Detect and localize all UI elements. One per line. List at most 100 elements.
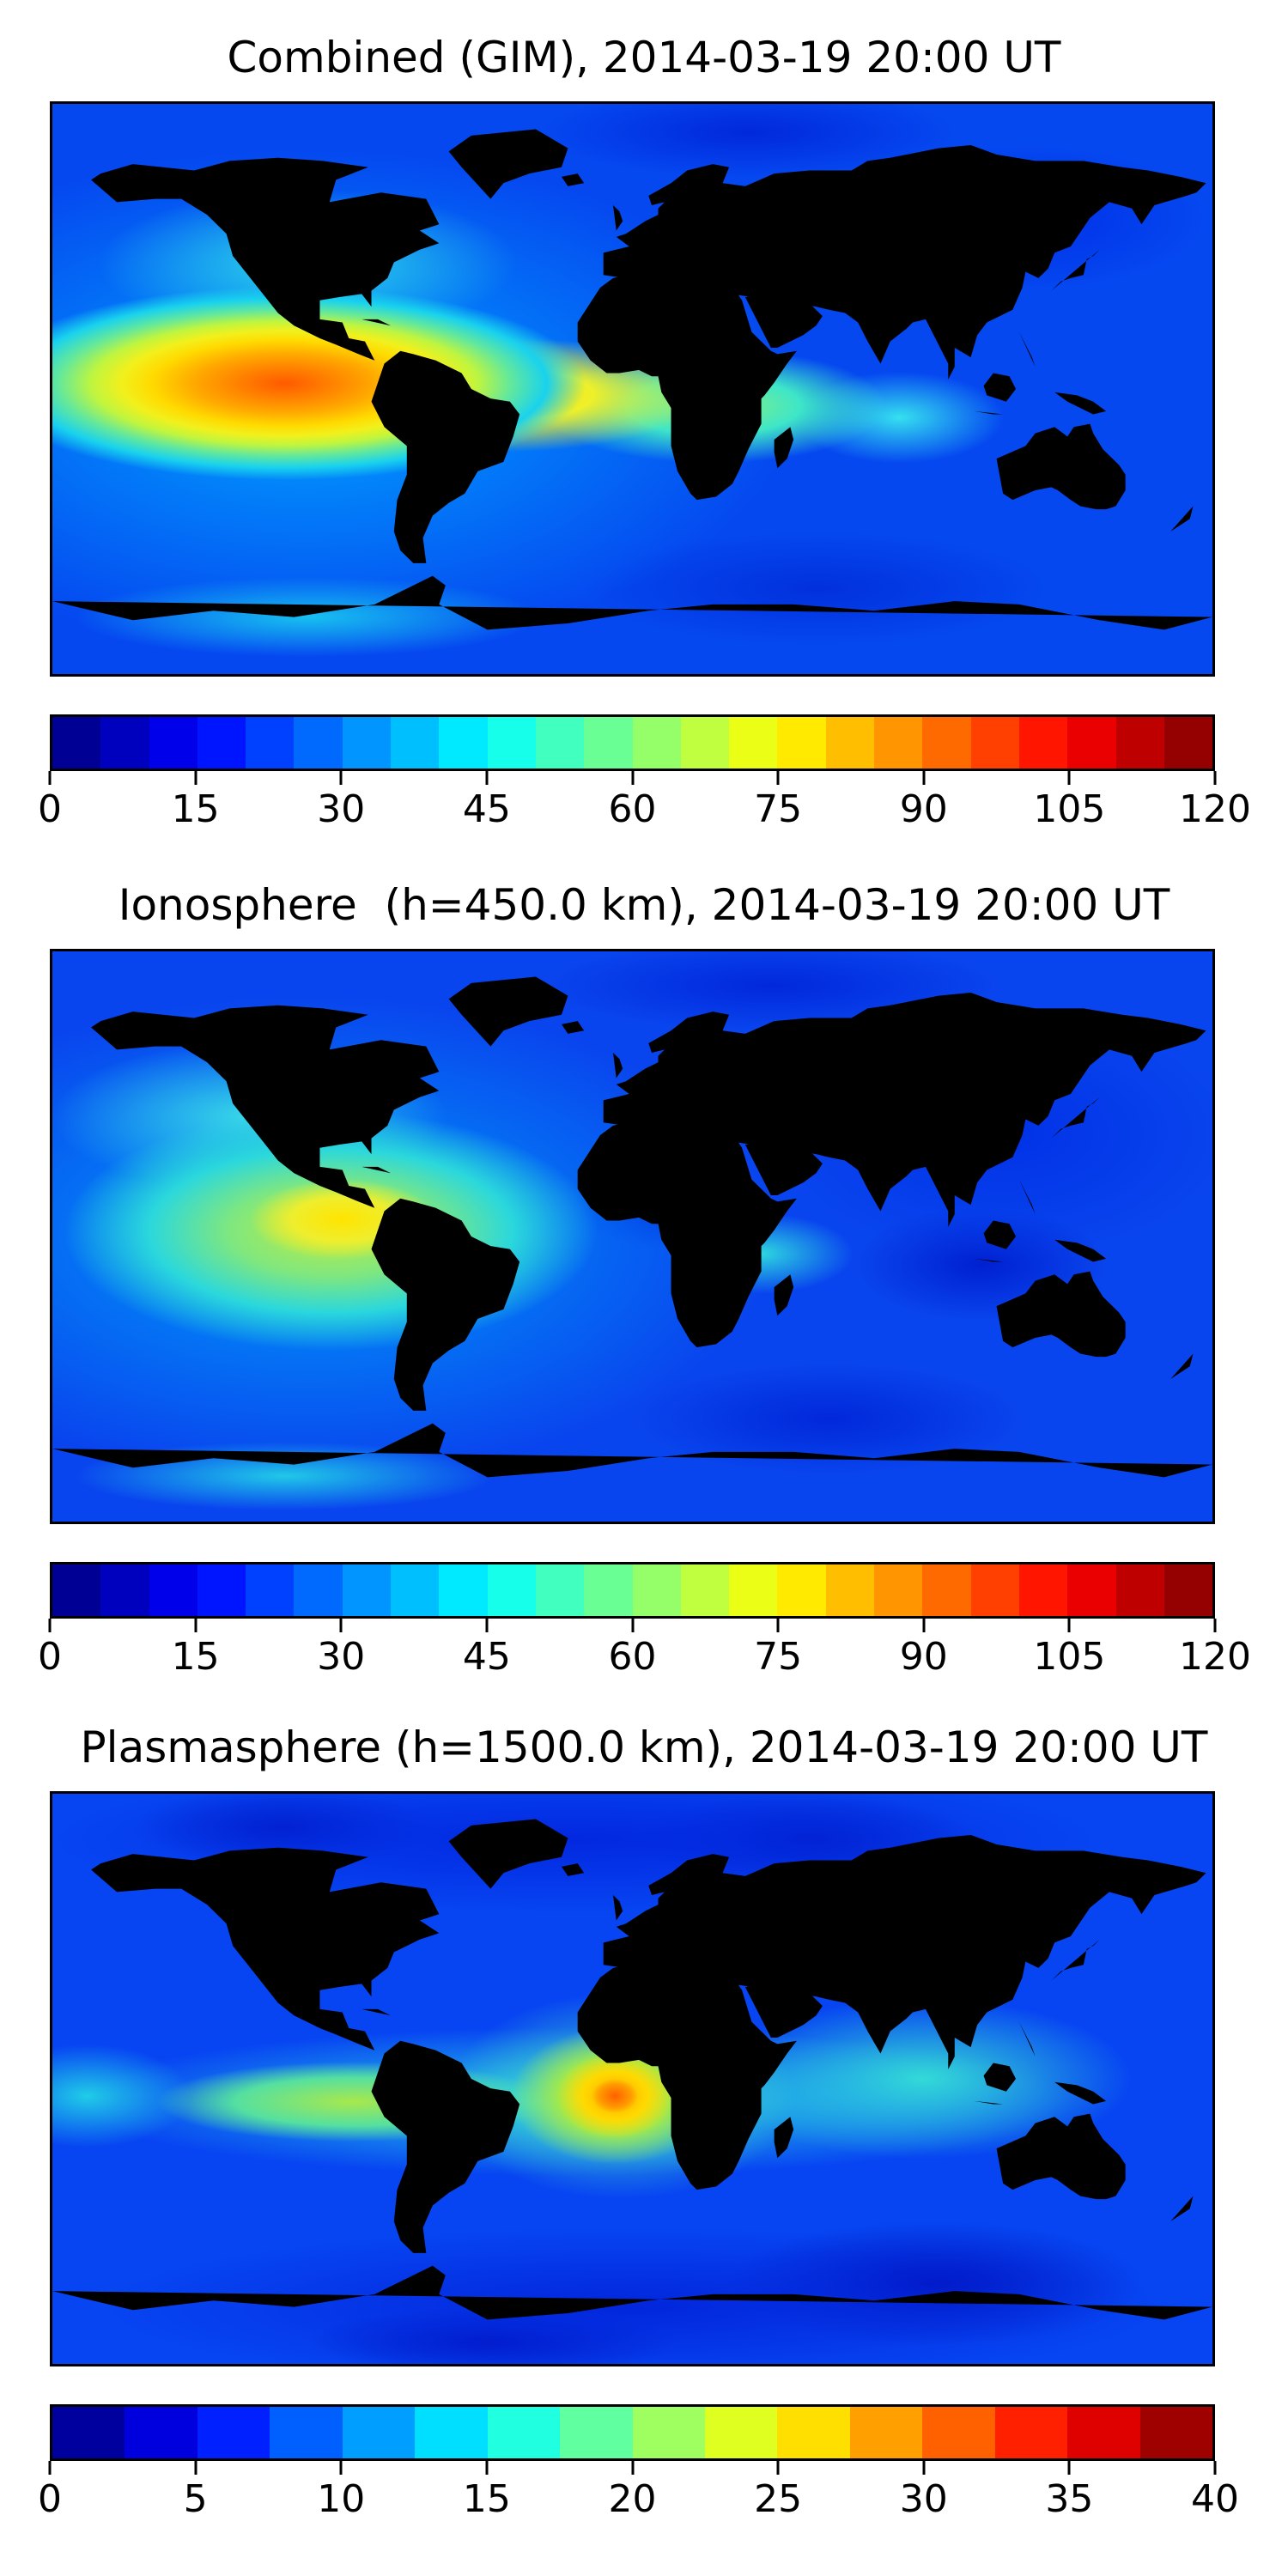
colorbar-segment [270,2407,343,2458]
colorbar-tick [339,2461,343,2475]
colorbar-segment [487,2407,561,2458]
colorbar-tick-label: 0 [38,787,62,831]
colorbar-tick-label: 40 [1191,2477,1239,2521]
colorbar-tick [194,771,197,785]
colorbar-tick-label: 45 [462,787,511,831]
colorbar-tick [1067,771,1071,785]
colorbar-segment [246,717,295,769]
colorbar-tick-label: 30 [317,787,366,831]
colorbar-tick-label: 105 [1033,787,1106,831]
colorbar-segment [1018,1564,1068,1616]
colorbar-tick [631,2461,634,2475]
colorbar-tick [1213,771,1217,785]
colorbar-combined [50,714,1215,771]
map-frame-combined [50,101,1215,677]
colorbar-segment [391,717,440,769]
world-coastlines-overlay [52,976,1212,1478]
colorbar-tick-label: 0 [38,2477,62,2521]
colorbar-segment [849,2407,923,2458]
colorbar-ionosphere [50,1562,1215,1619]
colorbar-tick [776,771,780,785]
colorbar-plasmasphere [50,2404,1215,2461]
colorbar-segment [391,1564,440,1616]
colorbar-segment [487,717,536,769]
colorbar-tick [485,1619,489,1632]
colorbar-segments [52,717,1213,769]
colorbar-tick-label: 75 [754,787,803,831]
map-frame-plasmasphere [50,1791,1215,2366]
colorbar-segment [704,2407,778,2458]
colorbar-tick-label: 60 [608,787,657,831]
colorbar-tick [1067,1619,1071,1632]
colorbar-segment [1018,717,1068,769]
colorbar-segment [632,1564,681,1616]
colorbar-tick-label: 10 [317,2477,366,2521]
colorbar-tick [1213,2461,1217,2475]
colorbar-tick [1213,1619,1217,1632]
colorbar-segment [1067,2407,1140,2458]
colorbar-tick [485,2461,489,2475]
colorbar-tick [194,1619,197,1632]
panel-title-plasmasphere: Plasmasphere (h=1500.0 km), 2014-03-19 2… [80,1722,1208,1772]
colorbar-segment [922,717,971,769]
world-coastlines-overlay [52,129,1212,630]
panel-plasmasphere: Plasmasphere (h=1500.0 km), 2014-03-19 2… [0,1690,1288,2576]
colorbar-tick [922,2461,926,2475]
colorbar-segment [584,717,633,769]
colorbar-segment [342,1564,392,1616]
colorbar-segment [487,1564,536,1616]
colorbar-segment [825,1564,875,1616]
colorbar-tick-label: 15 [462,2477,511,2521]
colorbar-tick [48,1619,52,1632]
colorbar-tick [339,1619,343,1632]
colorbar-segment [874,717,923,769]
colorbar-segment [777,2407,850,2458]
colorbar-tick [1067,2461,1071,2475]
colorbar-segment [52,1564,101,1616]
colorbar-segments [52,2407,1212,2458]
colorbar-segment [1163,1564,1213,1616]
colorbar-segment [632,2407,705,2458]
world-coastlines-overlay [52,1819,1212,2320]
panel-title-ionosphere: Ionosphere (h=450.0 km), 2014-03-19 20:0… [118,880,1170,930]
colorbar-segment [125,2407,197,2458]
colorbar-axis-ionosphere: 0 15 30 45 60 75 90 105 120 [38,1619,1251,1692]
colorbar-segment [777,1564,826,1616]
colorbar-segment [535,717,585,769]
colorbar-segment [994,2407,1068,2458]
colorbar-tick [922,1619,926,1632]
map-frame-ionosphere [50,949,1215,1524]
colorbar-axis-plasmasphere: 0 5 10 15 20 25 30 35 40 [38,2461,1239,2534]
colorbar-segment [439,1564,488,1616]
colorbar-segment [197,717,246,769]
colorbar-segment [342,2407,416,2458]
colorbar-segment [584,1564,633,1616]
colorbar-tick [776,2461,780,2475]
colorbar-tick-label: 0 [38,1635,62,1679]
colorbar-segment [632,717,681,769]
colorbar-segment [100,1564,149,1616]
colorbar-segment [535,1564,585,1616]
colorbar-tick-label: 105 [1033,1635,1106,1679]
colorbar-segment [729,1564,778,1616]
colorbar-tick-label: 5 [183,2477,208,2521]
colorbar-tick-label: 120 [1179,1635,1251,1679]
colorbar-segment [197,2407,270,2458]
colorbar-tick [922,771,926,785]
colorbar-tick-label: 30 [899,2477,948,2521]
colorbar-segment [197,1564,246,1616]
colorbar-segment [1115,1564,1164,1616]
colorbar-tick-label: 35 [1045,2477,1094,2521]
colorbar-segment [52,717,101,769]
colorbar-segment [729,717,778,769]
colorbar-tick-label: 25 [754,2477,803,2521]
colorbar-segment [922,1564,971,1616]
colorbar-segment [777,717,826,769]
tec-contour-map-plasmasphere [52,1794,1212,2364]
colorbar-tick-label: 90 [899,787,948,831]
colorbar-tick-label: 90 [899,1635,948,1679]
colorbar-segment [294,717,343,769]
colorbar-segment [439,717,488,769]
colorbar-segment [1139,2407,1212,2458]
colorbar-tick [776,1619,780,1632]
